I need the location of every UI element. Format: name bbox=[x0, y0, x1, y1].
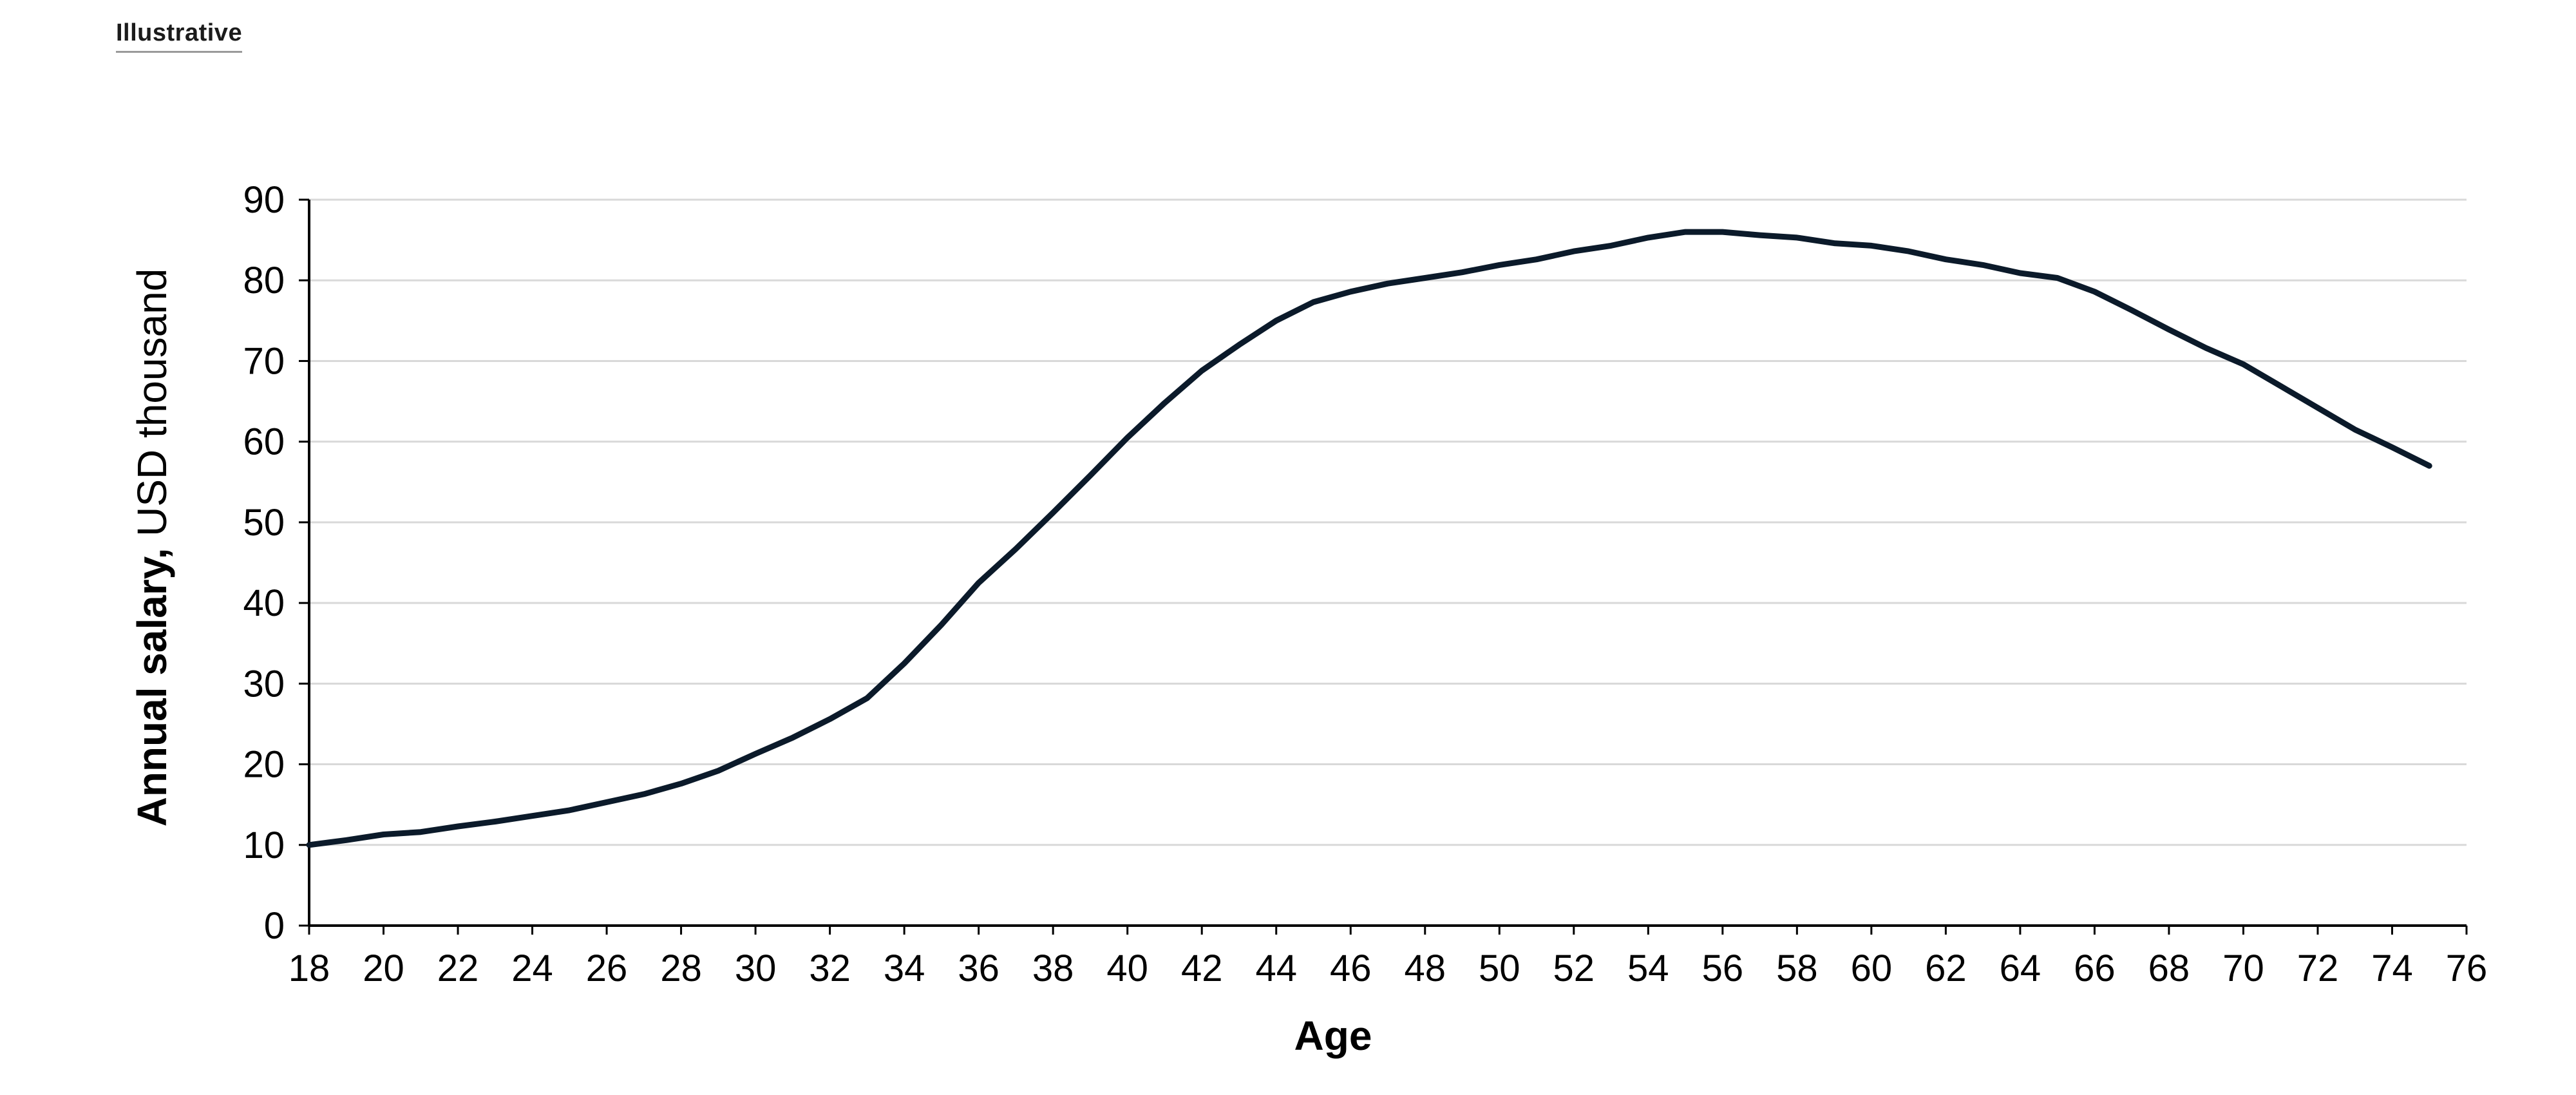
x-tick-label-74: 74 bbox=[2371, 947, 2413, 989]
x-tick-label-40: 40 bbox=[1106, 947, 1148, 989]
x-tick-label-48: 48 bbox=[1405, 947, 1446, 989]
y-tick-label-0: 0 bbox=[264, 905, 285, 947]
x-tick-label-32: 32 bbox=[809, 947, 851, 989]
y-tick-label-50: 50 bbox=[243, 502, 285, 544]
y-tick-label-10: 10 bbox=[243, 824, 285, 866]
y-axis-title: Annual salary, USD thousand bbox=[129, 269, 175, 827]
y-tick-label-90: 90 bbox=[243, 179, 285, 221]
y-tick-labels: 0 10 20 30 40 50 60 70 80 90 bbox=[243, 179, 285, 947]
x-tick-label-30: 30 bbox=[735, 947, 777, 989]
x-tick-label-20: 20 bbox=[363, 947, 404, 989]
illustrative-tag: Illustrative bbox=[116, 19, 243, 53]
x-tick-label-46: 46 bbox=[1330, 947, 1372, 989]
y-tick-label-70: 70 bbox=[243, 340, 285, 382]
x-tick-label-18: 18 bbox=[289, 947, 330, 989]
y-tick-label-30: 30 bbox=[243, 663, 285, 705]
y-axis-title-bold: Annual salary, bbox=[129, 548, 175, 827]
x-tick-label-54: 54 bbox=[1627, 947, 1669, 989]
gridlines bbox=[309, 198, 2467, 846]
x-tick-label-62: 62 bbox=[1925, 947, 1967, 989]
x-tick-label-44: 44 bbox=[1255, 947, 1297, 989]
x-tick-label-50: 50 bbox=[1479, 947, 1520, 989]
x-tick-label-76: 76 bbox=[2446, 947, 2488, 989]
x-axis-title: Age bbox=[1294, 1013, 1372, 1059]
x-tick-labels: 18 20 22 24 26 28 30 32 34 36 38 40 42 44 46 48 50 52 54 56… bbox=[289, 947, 2488, 989]
y-tick-label-60: 60 bbox=[243, 421, 285, 463]
series-line-0 bbox=[306, 229, 2432, 848]
x-tick-label-52: 52 bbox=[1553, 947, 1595, 989]
y-tick-label-40: 40 bbox=[243, 582, 285, 624]
x-tick-label-28: 28 bbox=[660, 947, 702, 989]
x-tick-label-56: 56 bbox=[1702, 947, 1744, 989]
x-tick-label-26: 26 bbox=[586, 947, 628, 989]
x-tick-label-24: 24 bbox=[511, 947, 553, 989]
x-tick-label-70: 70 bbox=[2222, 947, 2264, 989]
x-tick-label-72: 72 bbox=[2297, 947, 2339, 989]
x-tick-label-66: 66 bbox=[2074, 947, 2116, 989]
x-tick-label-60: 60 bbox=[1851, 947, 1893, 989]
x-tick-label-42: 42 bbox=[1181, 947, 1223, 989]
x-tick-label-22: 22 bbox=[437, 947, 479, 989]
y-tick-label-20: 20 bbox=[243, 744, 285, 786]
x-tick-label-64: 64 bbox=[2000, 947, 2041, 989]
axes bbox=[299, 198, 2468, 935]
x-tick-label-58: 58 bbox=[1776, 947, 1818, 989]
series-lines bbox=[306, 229, 2432, 848]
x-tick-label-36: 36 bbox=[958, 947, 999, 989]
x-tick-label-68: 68 bbox=[2148, 947, 2190, 989]
x-tick-label-34: 34 bbox=[884, 947, 925, 989]
x-tick-label-38: 38 bbox=[1032, 947, 1074, 989]
y-axis-title-units: USD thousand bbox=[129, 269, 175, 548]
y-tick-label-80: 80 bbox=[243, 260, 285, 301]
